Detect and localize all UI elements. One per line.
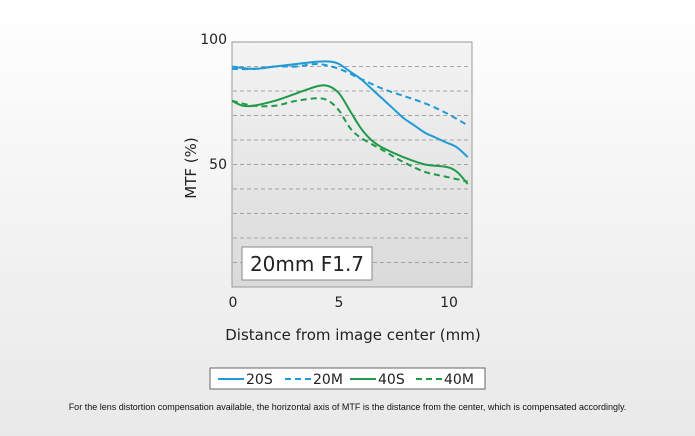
y-tick-label: 100: [200, 32, 227, 48]
y-axis-title: MTF (%): [182, 137, 200, 198]
series-layer: [231, 60, 469, 185]
series-line-20S: [231, 60, 469, 158]
legend-label: 40S: [378, 372, 405, 388]
legend-item-20S: 20S: [218, 372, 273, 388]
x-axis-title: Distance from image center (mm): [225, 326, 480, 344]
y-tick-label: 50: [209, 157, 227, 173]
x-tick-label: 0: [229, 295, 238, 311]
footnote: For the lens distortion compensation ava…: [68, 402, 627, 412]
series-line-20M: [231, 62, 469, 127]
legend-item-20M: 20M: [285, 372, 343, 388]
series-line-40M: [231, 97, 468, 183]
mtf-chart: 20mm F1.7 100 50 0 5 10 MTF (%) Distance…: [182, 32, 486, 390]
legend-label: 20M: [313, 372, 343, 388]
legend-item-40S: 40S: [350, 372, 405, 388]
x-tick-label: 10: [440, 295, 458, 311]
legend: 20S 20M 40S 40M: [209, 367, 486, 390]
lens-label: 20mm F1.7: [250, 252, 364, 276]
legend-label: 40M: [444, 372, 474, 388]
legend-label: 20S: [246, 372, 273, 388]
series-line-40S: [231, 84, 469, 185]
lens-label-box: 20mm F1.7: [241, 246, 373, 281]
legend-item-40M: 40M: [416, 372, 474, 388]
x-tick-label: 5: [335, 295, 344, 311]
